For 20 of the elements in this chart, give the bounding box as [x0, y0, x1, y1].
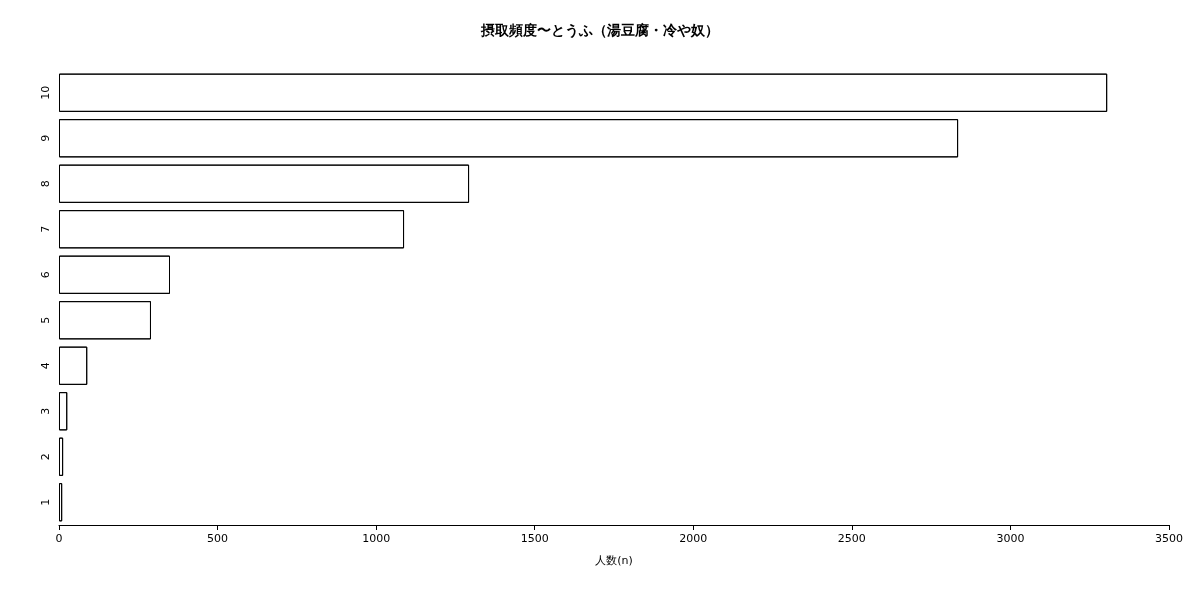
x-tick-label: 2000 — [679, 532, 708, 545]
chart-title: 摂取頻度〜とうふ（湯豆腐・冷や奴） — [480, 22, 719, 39]
y-tick-label: 4 — [39, 362, 52, 370]
y-tick-label: 5 — [39, 316, 52, 324]
x-tick-label: 1500 — [520, 532, 549, 545]
x-tick-label: 500 — [207, 532, 229, 545]
x-tick-label: 3500 — [1155, 532, 1183, 545]
y-tick-label: 6 — [39, 271, 52, 279]
y-tick-label: 1 — [39, 498, 52, 506]
x-tick-label: 1000 — [362, 532, 391, 545]
x-tick-label: 0 — [55, 532, 63, 545]
y-tick-label: 2 — [39, 453, 52, 461]
y-tick-label: 10 — [39, 85, 52, 100]
y-tick-label: 9 — [39, 134, 52, 142]
x-tick-label: 3000 — [996, 532, 1025, 545]
y-tick-label: 8 — [39, 180, 52, 188]
x-axis-title: 人数(n) — [595, 554, 633, 567]
y-tick-label: 3 — [39, 407, 52, 415]
y-tick-label: 7 — [39, 225, 52, 233]
x-tick-label: 2500 — [837, 532, 866, 545]
